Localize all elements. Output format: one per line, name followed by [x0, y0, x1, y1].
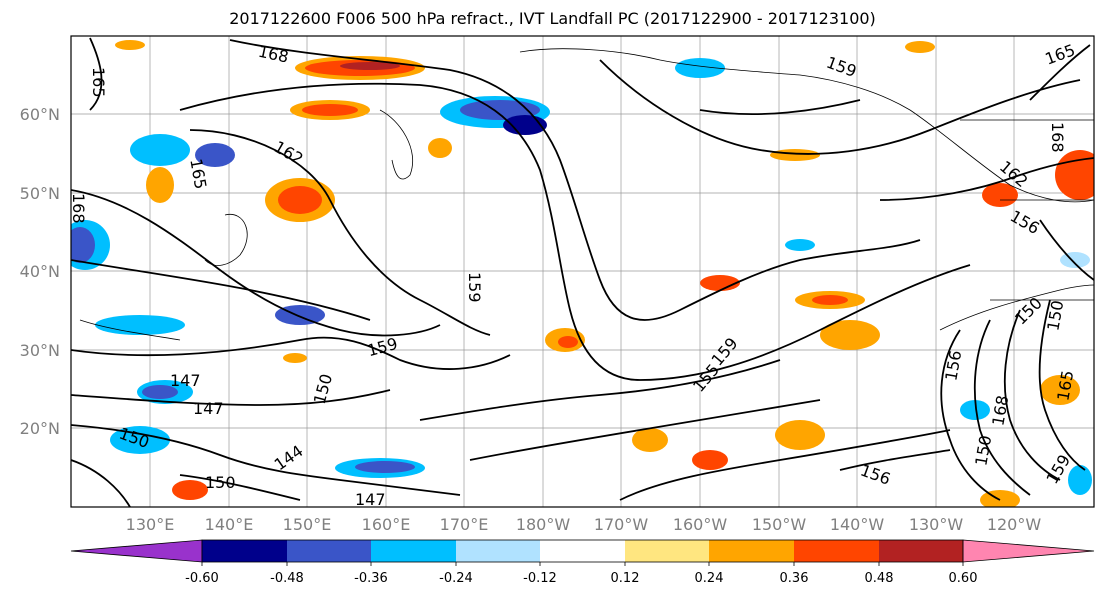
colorbar-segment [794, 540, 879, 562]
colorbar-segment [287, 540, 371, 562]
contour-label: 168 [1048, 122, 1067, 153]
colorbar-tick-label: -0.24 [439, 571, 473, 586]
colorbar-tick-label: -0.48 [270, 571, 304, 586]
lon-label: 180°W [516, 515, 571, 534]
contour-label: 165 [89, 67, 108, 98]
lon-label: 130°W [909, 515, 964, 534]
contour-label: 150 [205, 473, 236, 492]
latitude-labels: 60°N 50°N 40°N 30°N 20°N [20, 105, 60, 438]
colorbar-segment [540, 540, 625, 562]
lat-label: 30°N [20, 341, 60, 360]
lon-label: 170°E [440, 515, 489, 534]
lat-label: 60°N [20, 105, 60, 124]
contour-label: 168 [69, 193, 88, 224]
colorbar-segment [879, 540, 963, 562]
colorbar-extend-min [70, 539, 203, 563]
colorbar-segment [456, 540, 540, 562]
colorbar-tick-label: -0.12 [523, 571, 557, 586]
colorbar-outline [201, 539, 964, 563]
lon-label: 140°E [205, 515, 254, 534]
lon-label: 160°W [673, 515, 728, 534]
coastlines [79, 48, 1094, 341]
colorbar-extend-max [962, 539, 1095, 563]
colorbar-tick-label: 0.48 [865, 571, 894, 586]
colorbar-segment [709, 540, 794, 562]
colorbar-tick-label: 0.36 [780, 571, 809, 586]
colorbar-segment [625, 540, 709, 562]
lon-label: 120°W [987, 515, 1042, 534]
height-contours [71, 37, 1094, 507]
colorbar-segment [202, 540, 287, 562]
contour-label: 147 [355, 490, 386, 509]
map-frame [70, 35, 1095, 508]
shaded-field [71, 40, 1094, 507]
contour-label: 147 [193, 399, 224, 418]
colorbar-tick-label: 0.12 [611, 571, 640, 586]
colorbar: -0.60 -0.48 -0.36 -0.24 -0.12 0.12 0.24 0.36 0.4… [70, 539, 1095, 586]
colorbar-segment [371, 540, 456, 562]
lon-label: 150°W [752, 515, 807, 534]
lon-label: 160°E [362, 515, 411, 534]
colorbar-tick-label: -0.60 [185, 571, 219, 586]
colorbar-tick-label: 0.24 [695, 571, 724, 586]
lon-label: 150°E [283, 515, 332, 534]
lon-label: 130°E [126, 515, 175, 534]
longitude-labels: 130°E 140°E 150°E 160°E 170°E 180°W 170°… [126, 515, 1042, 534]
map-area: 165 168 168 159 165 168 165 162 162 156 … [20, 35, 1095, 534]
lat-label: 20°N [20, 419, 60, 438]
graticule [71, 36, 1094, 507]
contour-label: 159 [465, 272, 484, 303]
colorbar-tick-label: 0.60 [949, 571, 978, 586]
lat-label: 40°N [20, 262, 60, 281]
colorbar-tick-label: -0.36 [354, 571, 388, 586]
map-title: 2017122600 F006 500 hPa refract., IVT La… [229, 9, 876, 28]
contour-label: 147 [170, 371, 201, 390]
lon-label: 140°W [830, 515, 885, 534]
map-background [71, 36, 1094, 507]
lon-label: 170°W [594, 515, 649, 534]
lat-label: 50°N [20, 184, 60, 203]
